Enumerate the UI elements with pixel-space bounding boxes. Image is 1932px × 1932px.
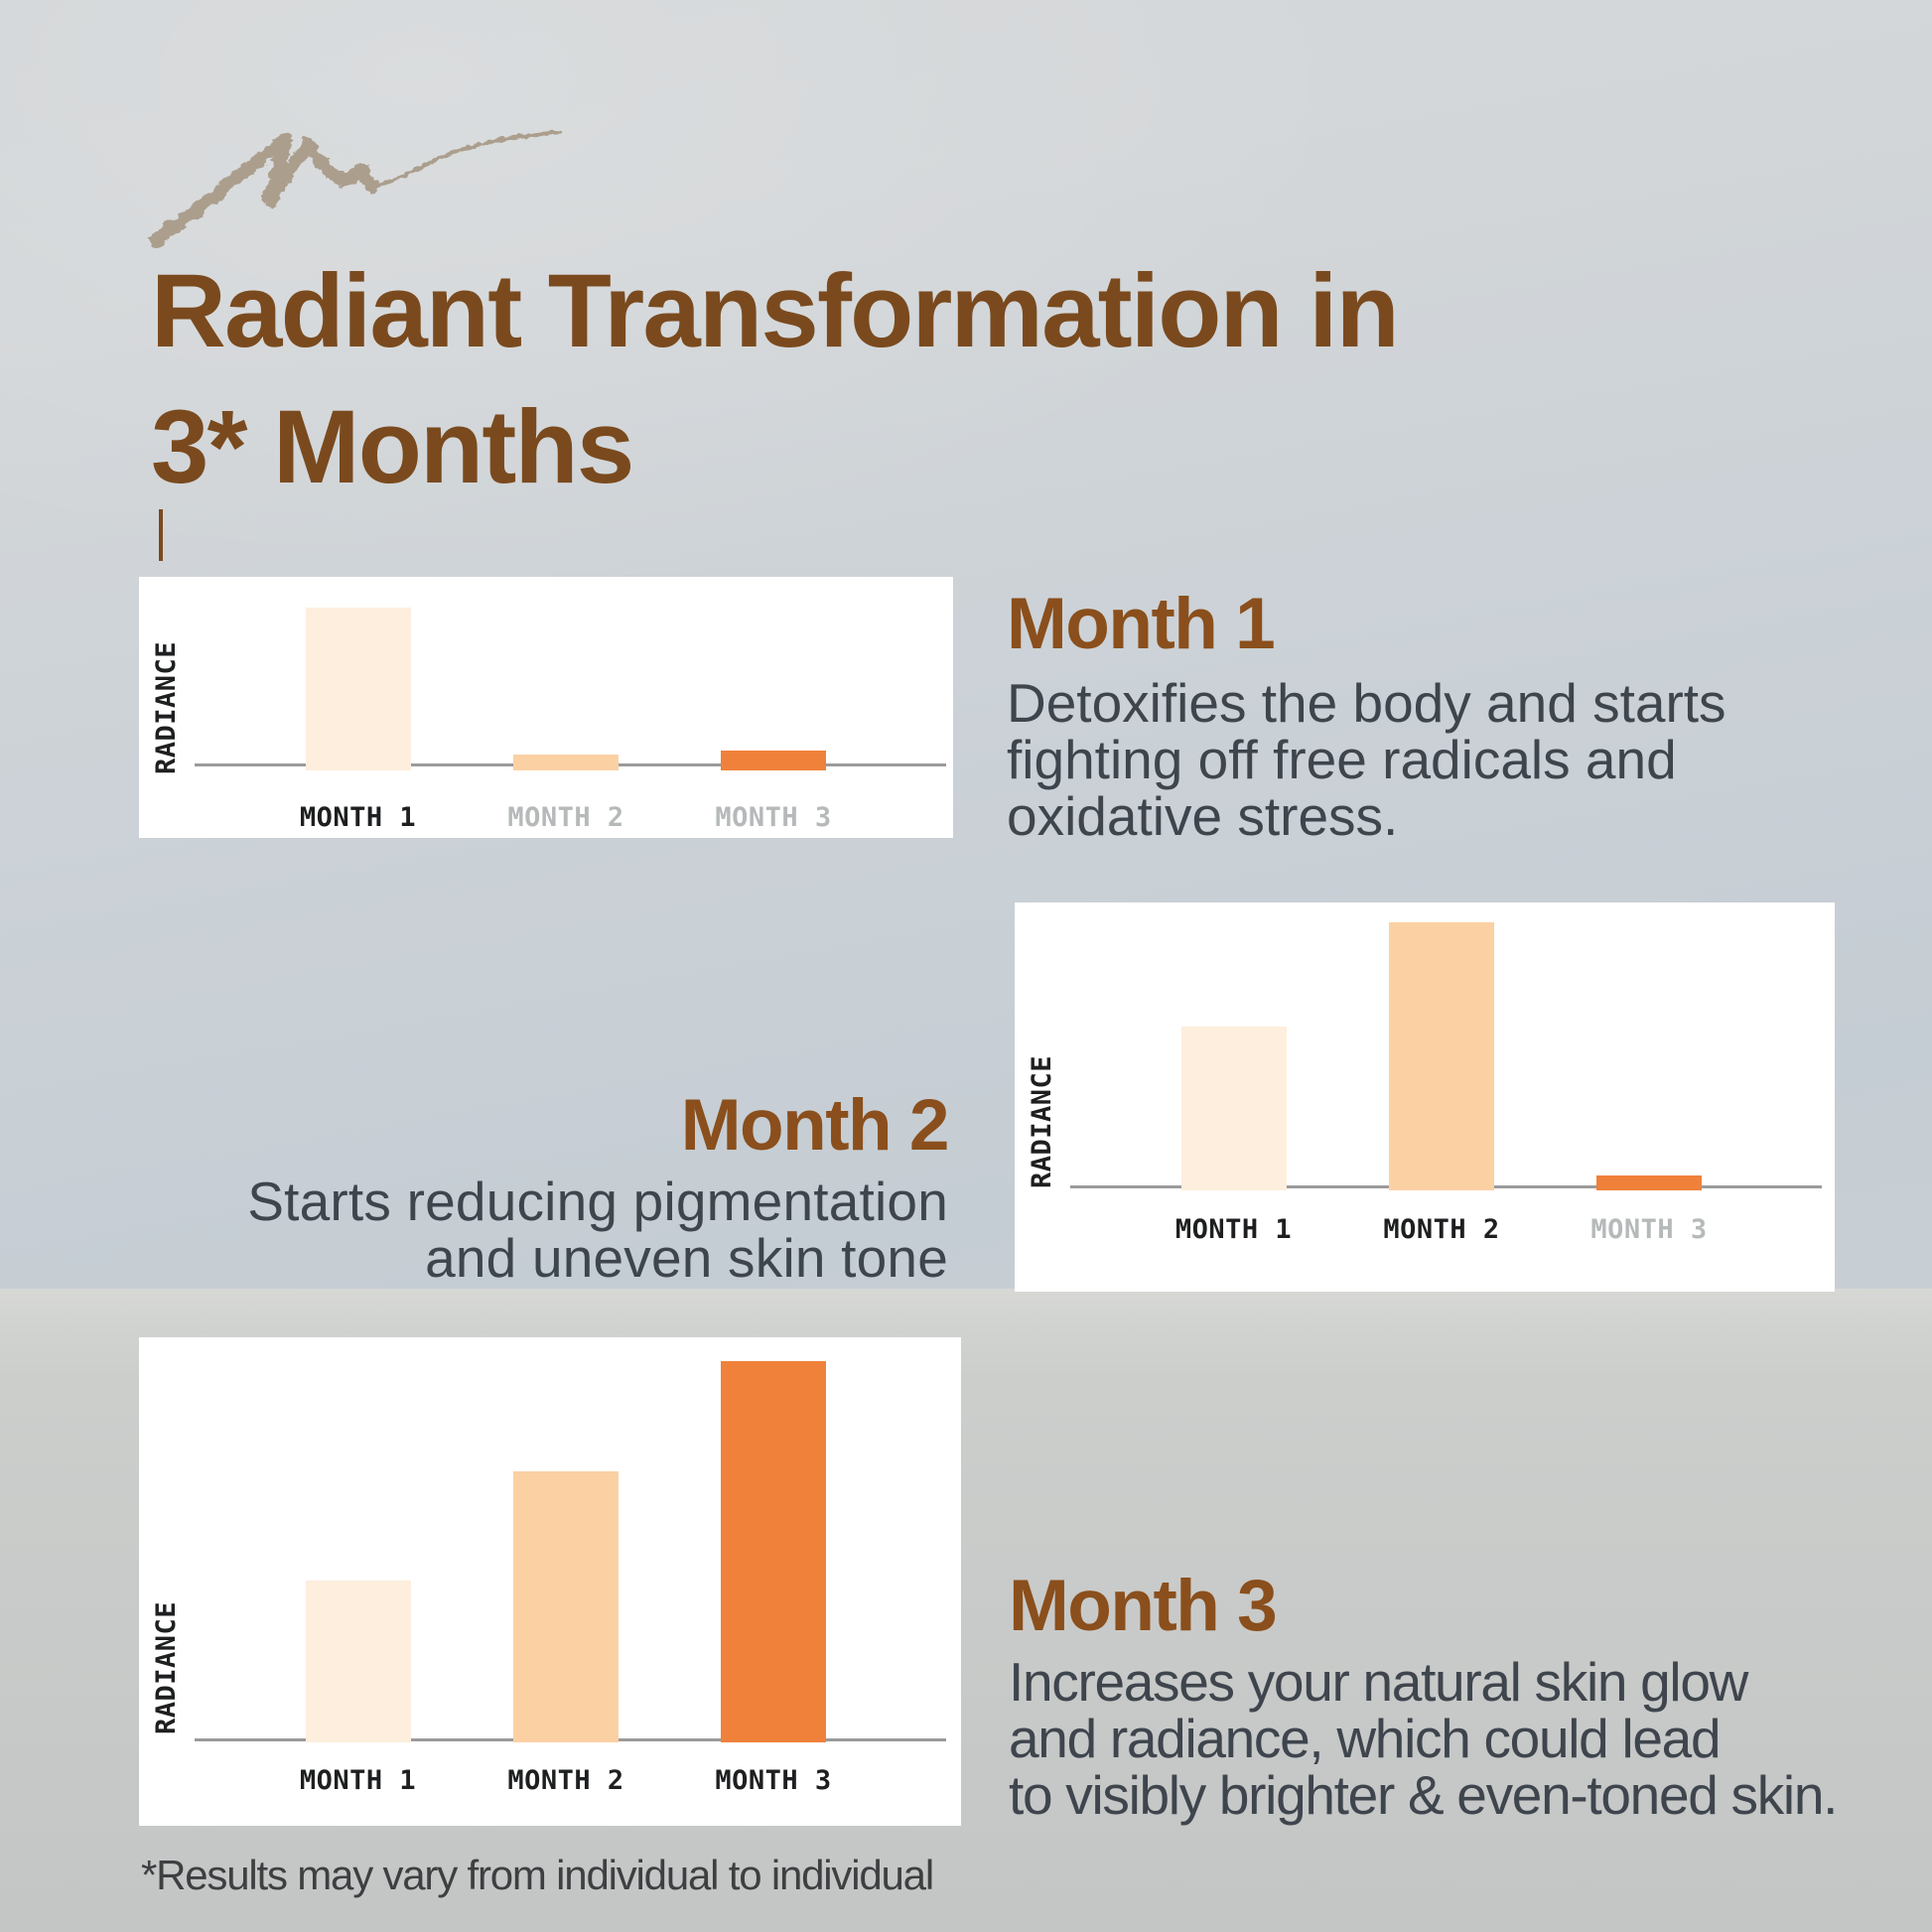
x-tick-label-month-1: MONTH 1 [299, 1765, 417, 1796]
month1-text-block: Month 1 Detoxifies the body and starts f… [1007, 585, 1900, 845]
x-tick-label-month-2: MONTH 2 [507, 1765, 624, 1796]
month2-heading: Month 2 [680, 1085, 950, 1166]
x-tick-label-month-2: MONTH 2 [1383, 1214, 1500, 1245]
bar-month-2 [513, 755, 619, 770]
y-axis-label: RADIANCE [1027, 1054, 1057, 1188]
title-tick-mark [159, 509, 163, 561]
x-tick-label-month-2: MONTH 2 [507, 802, 624, 833]
y-axis-label: RADIANCE [151, 1600, 182, 1734]
x-tick-label-month-1: MONTH 1 [299, 802, 417, 833]
background-top-section [0, 0, 1932, 1291]
radiance-chart-month2: RADIANCE MONTH 1 MONTH 2 MONTH 3 [1015, 902, 1835, 1292]
radiance-chart-month3: RADIANCE MONTH 1 MONTH 2 MONTH 3 [139, 1337, 961, 1826]
bar-month-1 [305, 1581, 411, 1742]
month2-description: Starts reducing pigmentation and uneven … [247, 1171, 948, 1289]
month1-heading: Month 1 [1007, 584, 1276, 664]
plot-area [195, 577, 946, 770]
plot-area [195, 1337, 946, 1742]
y-axis-label: RADIANCE [151, 640, 182, 774]
pencil-scribble-icon [149, 130, 562, 248]
disclaimer-footnote: *Results may vary from individual to ind… [141, 1852, 934, 1898]
bar-month-3 [721, 1361, 826, 1742]
month3-heading: Month 3 [1009, 1566, 1278, 1646]
month3-text-block: Month 3 Increases your natural skin glow… [1009, 1567, 1922, 1824]
page-title: Radiant Transformation in 3* Months [151, 253, 1400, 505]
x-tick-label-month-3: MONTH 3 [715, 1765, 832, 1796]
radiance-chart-month1: RADIANCE MONTH 1 MONTH 2 MONTH 3 [139, 577, 953, 838]
bar-month-3 [1596, 1175, 1702, 1190]
bar-month-2 [1389, 922, 1494, 1190]
bar-month-3 [721, 751, 826, 770]
month1-description: Detoxifies the body and starts fighting … [1007, 672, 1726, 847]
month2-text-block: Month 2 Starts reducing pigmentation and… [55, 1085, 950, 1289]
x-tick-label-month-1: MONTH 1 [1174, 1214, 1293, 1245]
month3-description: Increases your natural skin glow and rad… [1009, 1651, 1838, 1826]
x-tick-label-month-3: MONTH 3 [1590, 1214, 1708, 1245]
bar-month-1 [1180, 1027, 1287, 1190]
plot-area [1070, 902, 1822, 1190]
x-tick-label-month-3: MONTH 3 [715, 802, 832, 833]
bar-month-1 [305, 608, 411, 770]
bar-month-2 [513, 1471, 619, 1742]
